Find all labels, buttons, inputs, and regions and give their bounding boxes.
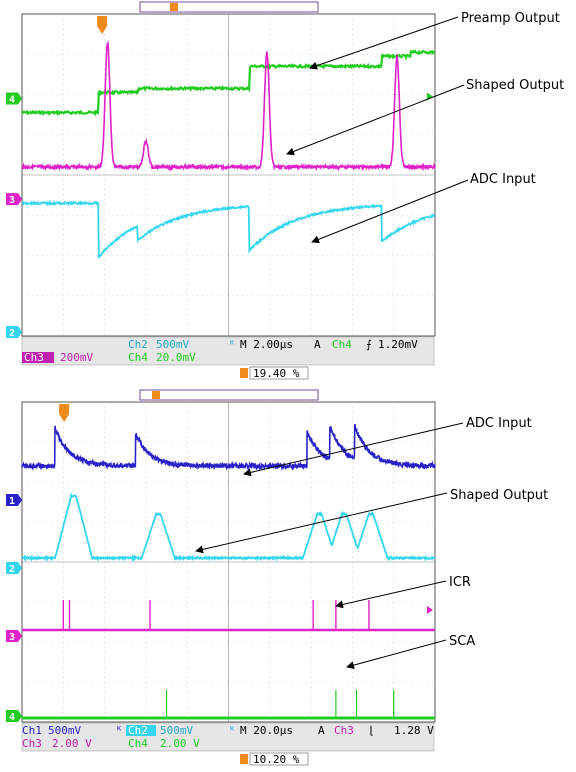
scope-1: 4 3 2 Preamp Output Shaped Output ADC Inpu… [6,1,564,380]
readout2-ch2-bw: ᴷ [229,724,236,737]
readout2-trigger-slope: ⌊ [368,724,375,737]
scope-1-readout: Ch2 500mV ᴷ M 2.00µs A Ch4 ⨍ 1.20mV Ch3 … [21,336,435,380]
channel-marker-label: 3 [9,195,15,206]
channel-marker-3: 3 [6,630,22,643]
scope-2-grid [22,402,435,722]
readout2-ch3-label: Ch3 [22,737,42,750]
scope-2-channel-markers: 1 2 3 4 [6,404,433,723]
series-shaped-output-2 [21,492,436,562]
channel-marker-label: 4 [9,95,15,106]
readout2-ch1-value: 500mV [48,724,81,737]
readout-ch4-value: 20.0mV [156,351,196,364]
scope-1-record-marker [170,3,178,11]
scope-1-record-bar [139,1,319,13]
readout-trigger-level: 1.20mV [378,338,418,351]
annotation-icr: ICR [449,575,471,590]
channel-marker-4: 4 [6,92,22,106]
readout2-ch2-value: 500mV [160,724,193,737]
scope-2-annotations: ADC Input Shaped Output ICR SCA [195,416,548,670]
series-adc-input [21,199,436,260]
channel-marker-label: 2 [9,564,15,575]
readout-trigger-slope: ⨍ [366,338,372,351]
scope-1-channel-markers: 4 3 2 [6,16,433,339]
readout-ch2-value: 500mV [156,338,189,351]
arrow-sca [346,639,447,670]
readout-ch2-bw: ᴷ [229,338,236,351]
readout2-ch1-label: Ch1 [22,724,42,737]
channel-marker-label: 3 [9,632,15,643]
readout2-trigger-position: 10.20 % [253,753,300,766]
trigger-level-arrow-2 [427,606,433,614]
readout2-ch1-bw: ᴷ [116,724,123,737]
arrow-adc-input-2 [243,422,464,477]
trigger-position-marker-2 [59,404,70,422]
scope-1-grid [22,14,435,336]
channel-marker-4: 4 [6,710,22,723]
readout-trigger-mode: A [314,338,321,351]
readout2-trigger-level: 1.28 V [394,724,434,737]
readout2-ch3-value: 2.00 V [52,737,92,750]
scope-2-readout: Ch1 500mV ᴷ Ch2 500mV ᴷ M 20.0µs A Ch3 ⌊… [21,722,435,766]
scope-2-traces [21,423,436,720]
scope-2: 1 2 3 4 ADC Input Shaped Output ICR SCA Ch1… [6,389,548,766]
arrow-adc-input [311,179,469,244]
annotation-adc-input-2: ADC Input [466,416,532,431]
trigger-position-marker [97,16,108,34]
channel-marker-label: 4 [9,712,15,723]
annotation-adc-input: ADC Input [470,172,536,187]
readout-ch3-value: 200mV [60,351,93,364]
scope-2-record-marker [152,391,160,399]
annotation-shaped-output-2: Shaped Output [450,488,548,503]
channel-marker-2: 2 [6,562,22,575]
channel-marker-1: 1 [6,494,22,507]
channel-marker-2: 2 [6,325,22,339]
scope-2-record-bar [139,389,319,401]
series-shaped-output [21,40,436,172]
channel-marker-label: 1 [9,496,15,507]
readout2-ch4-value: 2.00 V [160,737,200,750]
readout-trigger-position: 19.40 % [253,367,300,380]
annotation-sca: SCA [449,634,475,649]
readout-ch2-label: Ch2 [128,338,148,351]
readout-trigger-source: Ch4 [332,338,352,351]
arrow-icr [335,580,447,609]
readout2-trigger-mode: A [318,724,325,737]
arrow-shaped-output [286,84,465,156]
channel-marker-3: 3 [6,193,22,206]
arrow-preamp-output [309,16,459,70]
readout-ch4-label: Ch4 [128,351,148,364]
readout2-timebase: M 20.0µs [240,724,293,737]
scope-1-traces [21,40,436,260]
readout2-trigger-source: Ch3 [334,724,354,737]
readout-ch3-label: Ch3 [24,351,44,364]
series-preamp-output [21,49,436,117]
readout2-ch4-label: Ch4 [128,737,148,750]
readout-timebase: M 2.00µs [240,338,293,351]
annotation-preamp-output: Preamp Output [461,11,560,26]
series-adc-input-2 [21,423,436,472]
channel-marker-label: 2 [9,328,15,339]
annotation-shaped-output: Shaped Output [466,78,564,93]
scope-1-annotations: Preamp Output Shaped Output ADC Input [286,11,564,244]
arrow-shaped-output-2 [195,492,448,554]
readout2-ch2-label: Ch2 [128,724,148,737]
